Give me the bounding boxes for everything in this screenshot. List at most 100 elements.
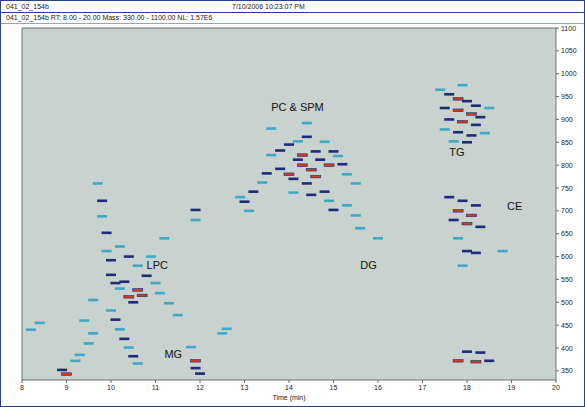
peak <box>102 250 112 253</box>
peak <box>471 360 481 363</box>
peak <box>119 338 129 341</box>
peak <box>462 100 472 103</box>
peak <box>62 373 72 376</box>
y-tick-label: 550 <box>561 276 573 283</box>
peak <box>102 232 112 235</box>
peak <box>293 140 303 143</box>
annotation: CE <box>507 200 522 212</box>
peak <box>302 136 312 139</box>
header-date: 7/10/2006 10:23:07 PM <box>232 3 305 10</box>
peak <box>462 350 472 353</box>
peak <box>284 173 294 176</box>
y-tick <box>556 325 559 326</box>
y-tick <box>556 73 559 74</box>
peak <box>453 98 463 101</box>
y-tick <box>556 188 559 189</box>
peak <box>475 351 485 354</box>
y-tick-label: 350 <box>561 367 573 374</box>
peak <box>351 182 361 185</box>
peak <box>311 150 321 153</box>
y-tick <box>556 119 559 120</box>
peak <box>373 237 383 240</box>
peak <box>462 222 472 225</box>
peak <box>342 173 352 176</box>
plot-area <box>22 28 556 380</box>
x-axis-title: Time (min) <box>272 394 305 402</box>
peak <box>137 294 147 297</box>
peak <box>480 132 490 135</box>
peak <box>471 204 481 207</box>
marks <box>26 84 508 376</box>
y-tick <box>556 50 559 51</box>
peak <box>458 84 468 87</box>
y-tick <box>556 233 559 234</box>
peak <box>471 124 481 127</box>
peak <box>435 88 445 91</box>
peak <box>70 360 80 363</box>
peak <box>458 200 468 203</box>
peak <box>324 164 334 167</box>
peak <box>324 200 334 203</box>
peak <box>155 292 165 295</box>
peak <box>484 360 494 363</box>
peak <box>297 154 307 157</box>
peak <box>342 204 352 207</box>
peak <box>146 255 156 258</box>
peak <box>133 289 143 292</box>
annotation: DG <box>360 259 377 271</box>
peak <box>449 219 459 222</box>
peak <box>337 163 347 166</box>
x-tick <box>511 380 512 383</box>
y-tick <box>556 348 559 349</box>
peak <box>453 131 463 134</box>
x-tick <box>22 380 23 383</box>
peak <box>453 109 463 112</box>
peak <box>306 194 316 197</box>
peak <box>106 259 116 262</box>
y-tick <box>556 302 559 303</box>
y-tick-label: 800 <box>561 162 573 169</box>
peak <box>142 274 152 277</box>
peak <box>311 175 321 178</box>
peak <box>351 214 361 217</box>
chart: 041_02_154b7/10/2006 10:23:07 PM041_02_1… <box>0 0 585 407</box>
x-tick-label: 19 <box>508 384 516 391</box>
annotation: LPC <box>147 259 168 271</box>
y-tick-label: 1000 <box>561 70 577 77</box>
header-rule <box>1 23 584 24</box>
peak <box>466 134 476 137</box>
peak <box>164 302 174 305</box>
peak <box>35 322 45 325</box>
peak <box>88 299 98 302</box>
peak <box>302 182 312 185</box>
x-tick-label: 11 <box>152 384 159 391</box>
x-tick-label: 18 <box>463 384 471 391</box>
peak <box>75 354 85 357</box>
x-tick-label: 14 <box>285 384 293 391</box>
y-tick <box>556 279 559 280</box>
peak <box>484 107 494 110</box>
x-tick-label: 15 <box>330 384 338 391</box>
y-tick-label: 500 <box>561 299 573 306</box>
peak <box>257 181 267 184</box>
y-tick-label: 400 <box>561 345 573 352</box>
peak <box>191 360 201 363</box>
peak <box>128 355 138 358</box>
peak <box>84 342 94 345</box>
peak <box>124 346 134 349</box>
y-tick-label: 850 <box>561 139 573 146</box>
peak <box>262 172 272 175</box>
y-tick-label: 950 <box>561 93 573 100</box>
x-tick-label: 10 <box>107 384 115 391</box>
annotation: PC & SPM <box>271 101 324 113</box>
peak <box>97 200 107 203</box>
peak <box>471 104 481 107</box>
peak <box>466 214 476 217</box>
peak <box>293 158 303 161</box>
y-tick <box>556 96 559 97</box>
peak <box>115 287 125 290</box>
peak <box>275 168 285 171</box>
peak <box>128 301 138 304</box>
peak <box>217 332 227 335</box>
peak <box>235 196 245 199</box>
